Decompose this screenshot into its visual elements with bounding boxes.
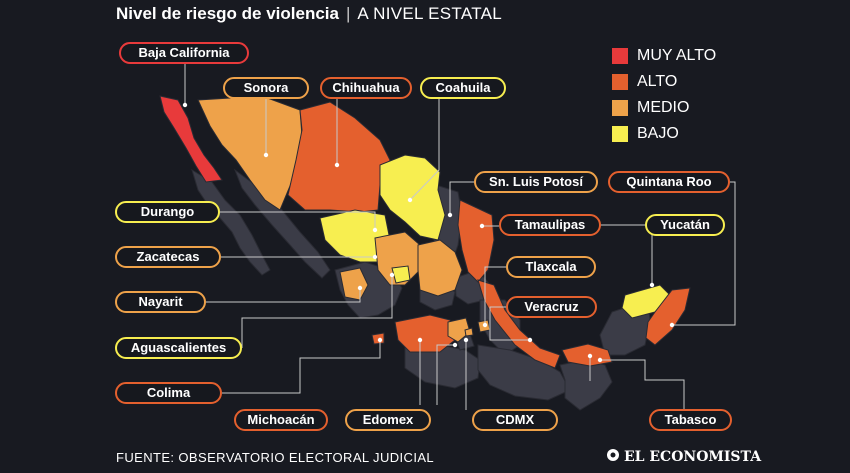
state-chiapas xyxy=(559,359,613,411)
state-nayarit xyxy=(339,267,369,301)
legend-swatch xyxy=(612,126,628,142)
state-quintana-roo xyxy=(645,287,691,346)
state-slp xyxy=(417,239,463,297)
label-zacatecas: Zacatecas xyxy=(115,246,221,268)
page-title: Nivel de riesgo de violencia | A NIVEL EST… xyxy=(116,4,502,24)
label-sonora: Sonora xyxy=(223,77,309,99)
state-tamaulipas xyxy=(457,199,495,283)
label-tlaxcala: Tlaxcala xyxy=(506,256,596,278)
label-tamaulipas: Tamaulipas xyxy=(499,214,601,236)
state-michoacan xyxy=(394,314,456,353)
legend-swatch xyxy=(612,48,628,64)
label-edomex: Edomex xyxy=(345,409,431,431)
state-cdmx xyxy=(464,327,474,337)
label-yucatan: Yucatán xyxy=(645,214,725,236)
legend-label: MUY ALTO xyxy=(637,47,717,64)
source-note: FUENTE: OBSERVATORIO ELECTORAL JUDICIAL xyxy=(116,450,435,465)
state-aguascalientes xyxy=(391,265,411,284)
label-durango: Durango xyxy=(115,201,220,223)
title-separator: | xyxy=(345,4,351,23)
brand-logo-icon xyxy=(606,448,620,466)
legend-swatch xyxy=(612,74,628,90)
label-quintana-roo: Quintana Roo xyxy=(608,171,730,193)
state-veracruz xyxy=(477,279,561,369)
state-colima xyxy=(371,332,385,345)
label-cdmx: CDMX xyxy=(472,409,558,431)
label-coahuila: Coahuila xyxy=(420,77,506,99)
state-oaxaca xyxy=(477,344,571,401)
label-michoacan: Michoacán xyxy=(234,409,328,431)
leader-lines xyxy=(184,64,736,410)
label-veracruz: Veracruz xyxy=(506,296,597,318)
state-guerrero xyxy=(404,344,481,389)
state-edomex xyxy=(447,317,471,343)
state-baja-california xyxy=(159,95,223,183)
label-nayarit: Nayarit xyxy=(115,291,206,313)
state-chihuahua xyxy=(287,101,391,213)
label-aguascalientes: Aguascalientes xyxy=(115,337,242,359)
legend-swatch xyxy=(612,100,628,116)
label-chihuahua: Chihuahua xyxy=(320,77,412,99)
legend-label: BAJO xyxy=(637,125,679,142)
label-sn-luis-potosi: Sn. Luis Potosí xyxy=(474,171,598,193)
legend-label: MEDIO xyxy=(637,99,690,116)
legend-label: ALTO xyxy=(637,73,678,90)
label-colima: Colima xyxy=(115,382,222,404)
label-baja-california: Baja California xyxy=(119,42,249,64)
marker-dots xyxy=(182,102,675,363)
title-sub: A NIVEL ESTATAL xyxy=(357,4,503,23)
label-tabasco: Tabasco xyxy=(649,409,732,431)
title-main: Nivel de riesgo de violencia xyxy=(116,4,339,23)
brand-name: EL ECONOMISTA xyxy=(624,449,762,465)
brand: EL ECONOMISTA xyxy=(606,448,761,466)
state-sinaloa xyxy=(233,168,331,279)
